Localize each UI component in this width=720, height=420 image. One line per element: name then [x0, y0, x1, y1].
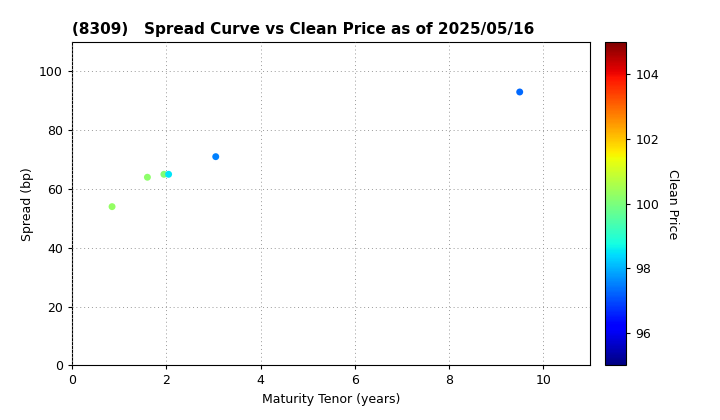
Point — [514, 89, 526, 95]
X-axis label: Maturity Tenor (years): Maturity Tenor (years) — [262, 393, 400, 406]
Point — [210, 153, 222, 160]
Y-axis label: Clean Price: Clean Price — [666, 168, 679, 239]
Point — [142, 174, 153, 181]
Text: (8309)   Spread Curve vs Clean Price as of 2025/05/16: (8309) Spread Curve vs Clean Price as of… — [72, 22, 534, 37]
Y-axis label: Spread (bp): Spread (bp) — [21, 167, 34, 241]
Point — [107, 203, 118, 210]
Point — [158, 171, 170, 178]
Point — [163, 171, 174, 178]
